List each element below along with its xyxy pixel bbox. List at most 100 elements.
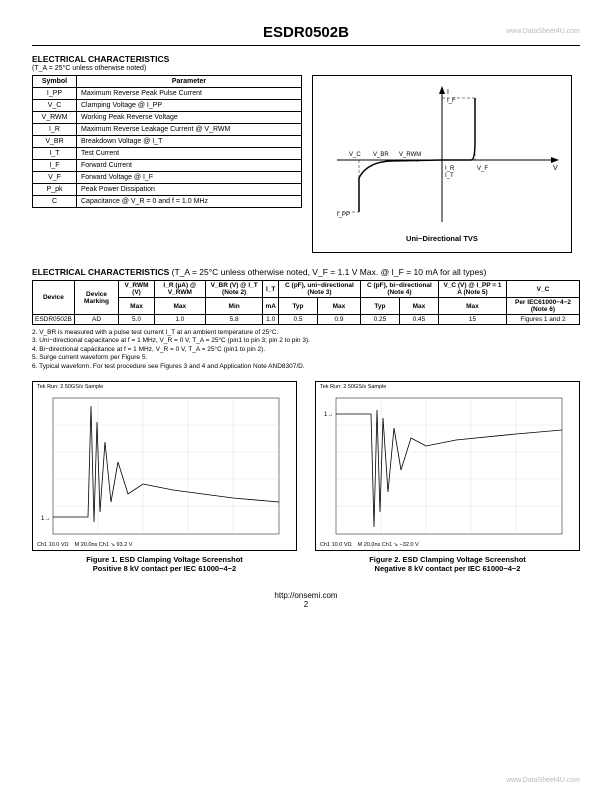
param-cell: Forward Voltage @ I_F xyxy=(77,172,302,184)
data-table: Device Device Marking V_RWM (V) I_R (µA)… xyxy=(32,280,580,325)
section1-heading: ELECTRICAL CHARACTERISTICS xyxy=(32,54,580,64)
sym-cell: C xyxy=(33,196,77,208)
section2-cond: (T_A = 25°C unless otherwise noted, V_F … xyxy=(172,267,487,277)
label-IF: I_F xyxy=(447,98,456,104)
axis-I-label: I xyxy=(447,89,449,96)
watermark-top: www.DataSheet4U.com xyxy=(506,28,580,35)
label-IPP: I_PP xyxy=(337,212,350,218)
th-cuni: C (pF), uni−directional (Note 3) xyxy=(278,281,360,298)
td-cuni-max: 0.9 xyxy=(318,315,361,325)
scope-right-box: Tek Run: 2.50GS/s Sample 1→ Ch1 xyxy=(315,381,580,551)
sym-cell: V_C xyxy=(33,100,77,112)
th-marking: Device Marking xyxy=(74,281,118,315)
notes-block: 2. V_BR is measured with a pulse test cu… xyxy=(32,329,580,371)
sym-cell: V_F xyxy=(33,172,77,184)
scope-left-footer: Ch1 10.0 VΩ M 20.0ns Ch1 ↘ 93.2 V xyxy=(37,542,292,548)
scope-ch: Ch1 10.0 VΩ xyxy=(320,542,352,548)
param-cell: Capacitance @ V_R = 0 and f = 1.0 MHz xyxy=(77,196,302,208)
note-line: 4. Bi−directional capacitance at f = 1 M… xyxy=(32,346,580,354)
param-th-symbol: Symbol xyxy=(33,76,77,88)
scope-row: Tek Run: 2.50GS/s Sample 1→ Ch1 xyxy=(32,381,580,573)
th-vc: V_C (V) @ I_PP = 1 A (Note 5) xyxy=(438,281,506,298)
footer-page: 2 xyxy=(32,600,580,609)
param-cell: Test Current xyxy=(77,148,302,160)
th-max: Max xyxy=(438,298,506,315)
label-IR: I_R xyxy=(445,166,455,172)
td-vc2: Figures 1 and 2 xyxy=(507,315,580,325)
td-cbi-max: 0.45 xyxy=(399,315,438,325)
th-ma: mA xyxy=(263,298,278,315)
caption-line: Positive 8 kV contact per IEC 61000−4−2 xyxy=(93,564,236,573)
scope-left-box: Tek Run: 2.50GS/s Sample 1→ Ch1 xyxy=(32,381,297,551)
scope-right: Tek Run: 2.50GS/s Sample 1→ Ch1 xyxy=(315,381,580,573)
th-max: Max xyxy=(318,298,361,315)
scope-m: M 20.0ns Ch1 ↘ −32.0 V xyxy=(358,542,419,548)
svg-text:1→: 1→ xyxy=(41,516,50,522)
scope-ch: Ch1 10.0 VΩ xyxy=(37,542,69,548)
th-max: Max xyxy=(399,298,438,315)
label-VC: V_C xyxy=(349,152,361,158)
sym-cell: I_R xyxy=(33,124,77,136)
scope-right-svg: 1→ xyxy=(316,382,579,550)
td-vc: 15 xyxy=(438,315,506,325)
caption-line: Figure 1. ESD Clamping Voltage Screensho… xyxy=(86,555,243,564)
td-cuni-typ: 0.5 xyxy=(278,315,317,325)
param-table: Symbol Parameter I_PPMaximum Reverse Pea… xyxy=(32,75,302,208)
td-marking: AD xyxy=(74,315,118,325)
note-line: 5. Surge current waveform per Figure 5. xyxy=(32,354,580,362)
caption-line: Figure 2. ESD Clamping Voltage Screensho… xyxy=(369,555,526,564)
sym-cell: I_PP xyxy=(33,88,77,100)
scope-left-caption: Figure 1. ESD Clamping Voltage Screensho… xyxy=(32,555,297,573)
caption-line: Negative 8 kV contact per IEC 61000−4−2 xyxy=(375,564,521,573)
scope-right-footer: Ch1 10.0 VΩ M 20.0ns Ch1 ↘ −32.0 V xyxy=(320,542,575,548)
page-container: ESDR0502B www.DataSheet4U.com ELECTRICAL… xyxy=(0,0,612,625)
watermark-bottom: www.DataSheet4U.com xyxy=(506,777,580,784)
sym-cell: I_F xyxy=(33,160,77,172)
footer-url: http://onsemi.com xyxy=(32,591,580,600)
th-cbi: C (pF), bi−directional (Note 4) xyxy=(360,281,438,298)
th-max: Max xyxy=(154,298,205,315)
iv-diagram: I V I_F V_C V_BR V_RWM I_R I_T V_F I_P xyxy=(312,75,572,253)
sym-cell: I_T xyxy=(33,148,77,160)
th-vc2: V_C xyxy=(507,281,580,298)
th-periec: Per IEC61000−4−2 (Note 6) xyxy=(507,298,580,315)
label-VBR: V_BR xyxy=(373,152,389,158)
part-title: ESDR0502B xyxy=(32,24,580,41)
td-device: ESDR0502B xyxy=(33,315,75,325)
scope-right-caption: Figure 2. ESD Clamping Voltage Screensho… xyxy=(315,555,580,573)
axis-V-label: V xyxy=(553,165,558,172)
section1-sub: (T_A = 25°C unless otherwise noted) xyxy=(32,65,580,72)
td-cbi-typ: 0.25 xyxy=(360,315,399,325)
td-it: 1.0 xyxy=(263,315,278,325)
section2-heading: ELECTRICAL CHARACTERISTICS (T_A = 25°C u… xyxy=(32,267,580,277)
td-vrwm: 5.0 xyxy=(119,315,155,325)
param-cell: Peak Power Dissipation xyxy=(77,184,302,196)
td-vbr: 5.8 xyxy=(205,315,263,325)
th-vrwm: V_RWM (V) xyxy=(119,281,155,298)
param-cell: Working Peak Reverse Voltage xyxy=(77,112,302,124)
scope-left: Tek Run: 2.50GS/s Sample 1→ Ch1 xyxy=(32,381,297,573)
sym-cell: P_pk xyxy=(33,184,77,196)
note-line: 3. Uni−directional capacitance at f = 1 … xyxy=(32,337,580,345)
sym-cell: V_RWM xyxy=(33,112,77,124)
label-VRWM: V_RWM xyxy=(399,152,421,158)
top-row: Symbol Parameter I_PPMaximum Reverse Pea… xyxy=(32,75,580,253)
th-typ: Typ xyxy=(278,298,317,315)
param-cell: Maximum Reverse Leakage Current @ V_RWM xyxy=(77,124,302,136)
label-IT: I_T xyxy=(445,173,454,179)
th-ir: I_R (µA) @ V_RWM xyxy=(154,281,205,298)
th-min: Min xyxy=(205,298,263,315)
label-VF: V_F xyxy=(477,166,488,172)
param-th-parameter: Parameter xyxy=(77,76,302,88)
th-max: Max xyxy=(119,298,155,315)
iv-svg: I V I_F V_C V_BR V_RWM I_R I_T V_F I_P xyxy=(319,82,565,230)
th-typ: Typ xyxy=(360,298,399,315)
param-cell: Clamping Voltage @ I_PP xyxy=(77,100,302,112)
th-device: Device xyxy=(33,281,75,315)
param-cell: Forward Current xyxy=(77,160,302,172)
td-ir: 1.0 xyxy=(154,315,205,325)
svg-text:1→: 1→ xyxy=(324,412,333,418)
iv-caption: Uni−Directional TVS xyxy=(406,234,478,243)
note-line: 6. Typical waveform. For test procedure … xyxy=(32,363,580,371)
sym-cell: V_BR xyxy=(33,136,77,148)
